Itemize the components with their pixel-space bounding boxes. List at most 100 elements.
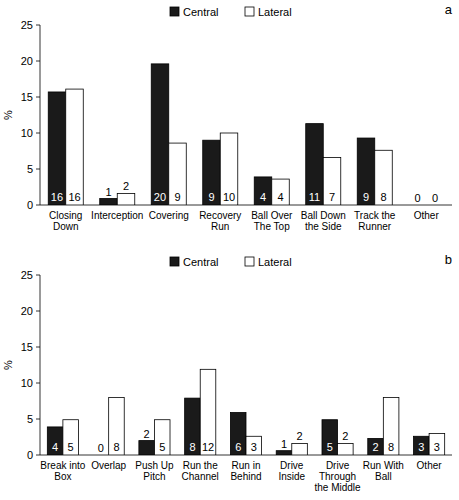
data-label: 10: [223, 191, 235, 203]
bar: [100, 199, 118, 205]
y-axis-line: [40, 25, 41, 205]
data-label: 9: [208, 191, 214, 203]
data-label: 16: [51, 191, 63, 203]
x-tick-label: Break intoBox: [40, 460, 85, 482]
bar: [200, 369, 216, 455]
data-labels: 161612209910441179800: [51, 180, 438, 204]
data-label: 3: [434, 441, 440, 453]
bars: [48, 64, 392, 205]
y-tick: [36, 205, 40, 206]
data-label: 6: [235, 441, 241, 453]
x-tick-label: Covering: [149, 210, 189, 221]
bar: [254, 177, 272, 205]
data-label: 3: [418, 441, 424, 453]
y-tick: [36, 419, 40, 420]
bar: [426, 205, 444, 206]
data-label: 5: [159, 441, 165, 453]
x-tick-label: ClosingDown: [49, 210, 82, 232]
bar: [185, 398, 201, 455]
bar: [48, 92, 66, 205]
x-tick-label: DriveThroughthe Middle: [314, 460, 361, 493]
data-label: 2: [144, 428, 150, 440]
data-label: 2: [372, 441, 378, 453]
data-label: 8: [388, 441, 394, 453]
x-tick-label: Run theChannel: [182, 460, 219, 482]
y-tick-label: 15: [21, 91, 33, 103]
bars: [47, 369, 444, 455]
x-tick-label: Run WithBall: [363, 460, 404, 482]
data-label: 5: [68, 441, 74, 453]
x-tick-label: Track theRunner: [354, 210, 396, 232]
legend-swatch: [170, 7, 179, 16]
legend-swatch: [245, 257, 254, 266]
data-label: 8: [113, 441, 119, 453]
data-label: 4: [260, 191, 266, 203]
x-tick-label: Other: [414, 210, 440, 221]
legend-label: Central: [183, 6, 218, 18]
bar: [409, 205, 427, 206]
x-tick-label: Push UpPitch: [135, 460, 174, 482]
data-label: 3: [251, 441, 257, 453]
y-tick: [36, 25, 40, 26]
x-tick-label: Overlap: [91, 460, 126, 471]
y-tick-label: 25: [21, 19, 33, 31]
data-label: 8: [380, 191, 386, 203]
data-label: 9: [363, 191, 369, 203]
bar: [109, 397, 125, 455]
bar: [414, 436, 430, 455]
bar: [66, 89, 84, 205]
bar: [323, 157, 341, 205]
bar: [338, 443, 354, 455]
x-tick-label: RecoveryRun: [199, 210, 241, 232]
x-tick-label: Run inBehind: [230, 460, 261, 482]
bar: [63, 420, 79, 455]
data-label: 5: [327, 441, 333, 453]
data-label: 0: [98, 442, 104, 454]
data-label: 4: [277, 191, 283, 203]
panel: aCentralLateral%051015202516161220991044…: [2, 2, 453, 232]
bar: [47, 427, 63, 455]
y-tick-label: 20: [21, 305, 33, 317]
bar: [203, 140, 221, 205]
y-tick-label: 5: [27, 413, 33, 425]
bar: [220, 133, 238, 205]
panel-label: a: [445, 2, 453, 17]
y-tick-label: 0: [27, 199, 33, 211]
y-tick-label: 10: [21, 127, 33, 139]
data-label: 20: [154, 191, 166, 203]
panel: bCentralLateral%051015202545082581263125…: [2, 252, 452, 493]
x-tick-label: Other: [417, 460, 443, 471]
data-label: 1: [105, 186, 111, 198]
x-tick-label: Ball OverThe Top: [251, 210, 293, 232]
y-tick: [36, 275, 40, 276]
y-axis-line: [40, 275, 41, 455]
bar: [383, 397, 399, 455]
bar: [154, 420, 170, 455]
bar: [93, 455, 109, 456]
y-tick-label: 20: [21, 55, 33, 67]
x-tick-label: DriveInside: [278, 460, 305, 482]
y-tick-label: 5: [27, 163, 33, 175]
legend-label: Central: [183, 256, 218, 268]
bar: [246, 436, 262, 455]
x-tick-label: Ball Downthe Side: [301, 210, 346, 232]
y-tick: [36, 383, 40, 384]
y-tick-label: 15: [21, 341, 33, 353]
y-tick-label: 0: [27, 449, 33, 461]
bar: [429, 433, 445, 455]
data-label: 1: [281, 438, 287, 450]
bar: [151, 64, 169, 205]
data-label: 12: [202, 441, 214, 453]
bar: [368, 438, 384, 455]
x-tick-label: Interception: [91, 210, 143, 221]
bar: [306, 124, 324, 205]
bar: [117, 193, 135, 205]
panel-label: b: [445, 252, 452, 267]
data-label: 7: [329, 191, 335, 203]
y-tick: [36, 311, 40, 312]
data-label: 16: [68, 191, 80, 203]
y-tick-label: 10: [21, 377, 33, 389]
data-label: 2: [342, 430, 348, 442]
background: [0, 0, 459, 500]
bar: [292, 443, 308, 455]
